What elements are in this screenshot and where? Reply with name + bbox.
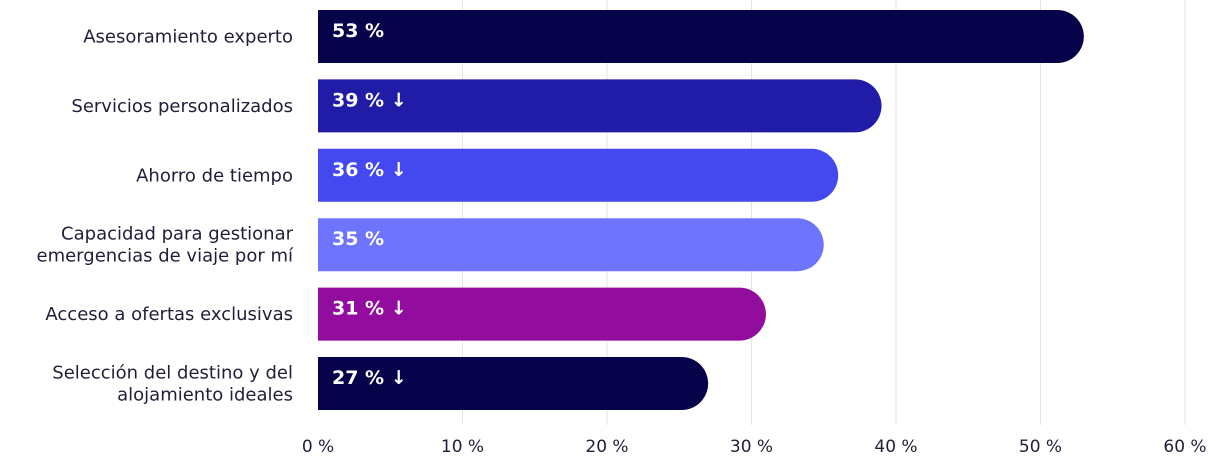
x-tick-label-2: 20 % <box>585 437 628 457</box>
bar-data-label-4: 31 % ↓ <box>332 298 407 320</box>
bar-1 <box>318 79 882 133</box>
bar-data-label-1: 39 % ↓ <box>332 89 407 111</box>
category-label-0: Asesoramiento experto <box>83 27 293 48</box>
category-label-5-line-0: Selección del destino y del <box>52 363 293 384</box>
category-label-5-line-1: alojamiento ideales <box>117 385 293 406</box>
bar-4 <box>318 287 766 341</box>
bar-3 <box>318 218 824 272</box>
bar-2 <box>318 148 839 202</box>
bar-data-label-0: 53 % <box>332 20 384 42</box>
category-label-3-line-0: Capacidad para gestionar <box>61 224 294 245</box>
x-tick-label-4: 40 % <box>874 437 917 457</box>
x-tick-label-3: 30 % <box>730 437 773 457</box>
category-label-4: Acceso a ofertas exclusivas <box>45 304 293 325</box>
bar-5 <box>318 357 709 410</box>
category-label-3-line-1: emergencias de viaje por mí <box>37 246 294 267</box>
bar-data-label-2: 36 % ↓ <box>332 159 407 181</box>
bar-data-label-5: 27 % ↓ <box>332 367 407 389</box>
bars <box>318 10 1084 410</box>
category-label-1: Servicios personalizados <box>71 96 293 117</box>
grid-lines <box>462 0 1186 425</box>
category-labels: Asesoramiento experto Servicios personali… <box>37 27 294 406</box>
x-tick-label-0: 0 % <box>302 437 334 457</box>
x-tick-label-1: 10 % <box>441 437 484 457</box>
data-labels: 53 % 39 % ↓ 36 % ↓ 35 % 31 % ↓ 27 % ↓ <box>332 20 407 389</box>
bar-data-label-3: 35 % <box>332 228 384 250</box>
x-tick-label-6: 60 % <box>1163 437 1206 457</box>
bar-0 <box>318 10 1084 63</box>
x-axis-ticks: 0 % 10 % 20 % 30 % 40 % 50 % 60 % <box>302 437 1207 457</box>
category-label-2: Ahorro de tiempo <box>136 165 293 186</box>
x-tick-label-5: 50 % <box>1019 437 1062 457</box>
